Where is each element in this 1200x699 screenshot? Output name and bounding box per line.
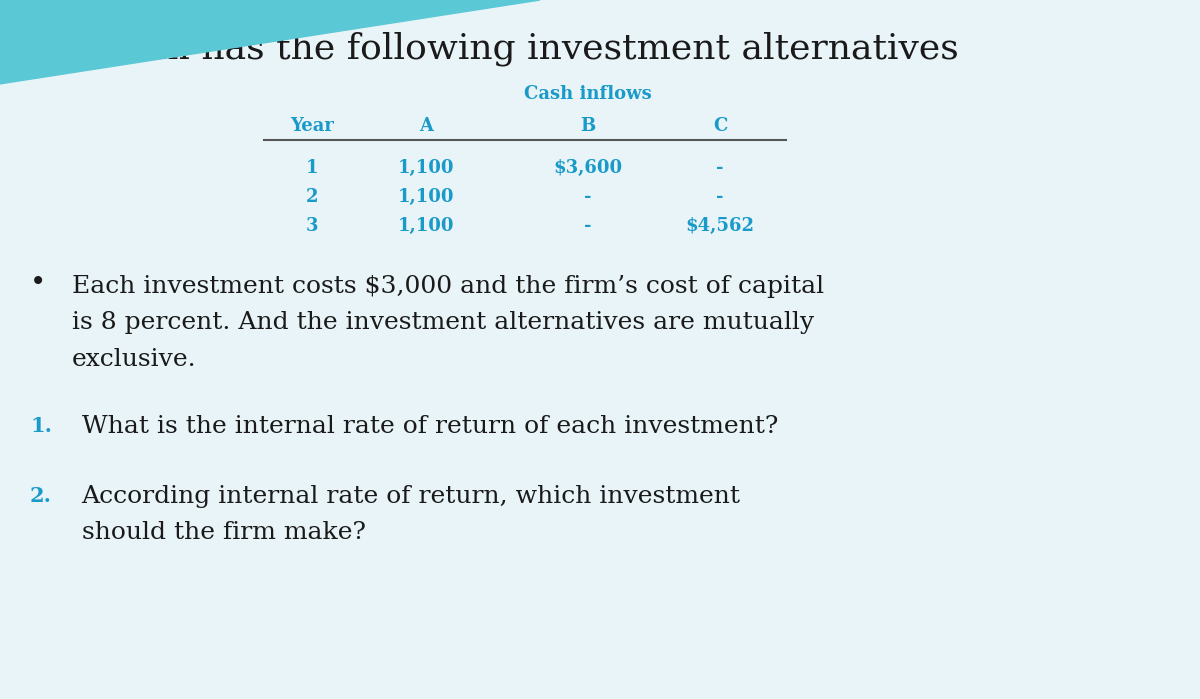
Text: 1,100: 1,100 [397,159,455,177]
Text: -: - [716,188,724,206]
Text: 2: 2 [306,188,318,206]
Text: -: - [584,217,592,236]
Text: A: A [419,117,433,135]
Polygon shape [0,0,360,49]
Text: According internal rate of return, which investment: According internal rate of return, which… [82,485,740,507]
Text: 1,100: 1,100 [397,217,455,236]
Text: is 8 percent. And the investment alternatives are mutually: is 8 percent. And the investment alterna… [72,312,814,334]
Text: What is the internal rate of return of each investment?: What is the internal rate of return of e… [82,415,778,438]
Text: -: - [716,159,724,177]
Polygon shape [0,0,540,84]
Text: 2. A firm has the following investment alternatives: 2. A firm has the following investment a… [30,31,959,66]
Text: $4,562: $4,562 [685,217,755,236]
Text: 1.: 1. [30,417,52,436]
Text: B: B [581,117,595,135]
Text: 3: 3 [306,217,318,236]
Text: Cash inflows: Cash inflows [524,85,652,103]
Text: •: • [30,270,47,296]
Text: C: C [713,117,727,135]
Text: Year: Year [290,117,334,135]
Text: 2.: 2. [30,487,52,506]
Text: -: - [584,188,592,206]
Text: 1: 1 [306,159,318,177]
Text: should the firm make?: should the firm make? [82,521,366,544]
Text: $3,600: $3,600 [553,159,623,177]
Text: exclusive.: exclusive. [72,348,197,370]
Text: 1,100: 1,100 [397,188,455,206]
Text: Each investment costs $3,000 and the firm’s cost of capital: Each investment costs $3,000 and the fir… [72,275,824,298]
